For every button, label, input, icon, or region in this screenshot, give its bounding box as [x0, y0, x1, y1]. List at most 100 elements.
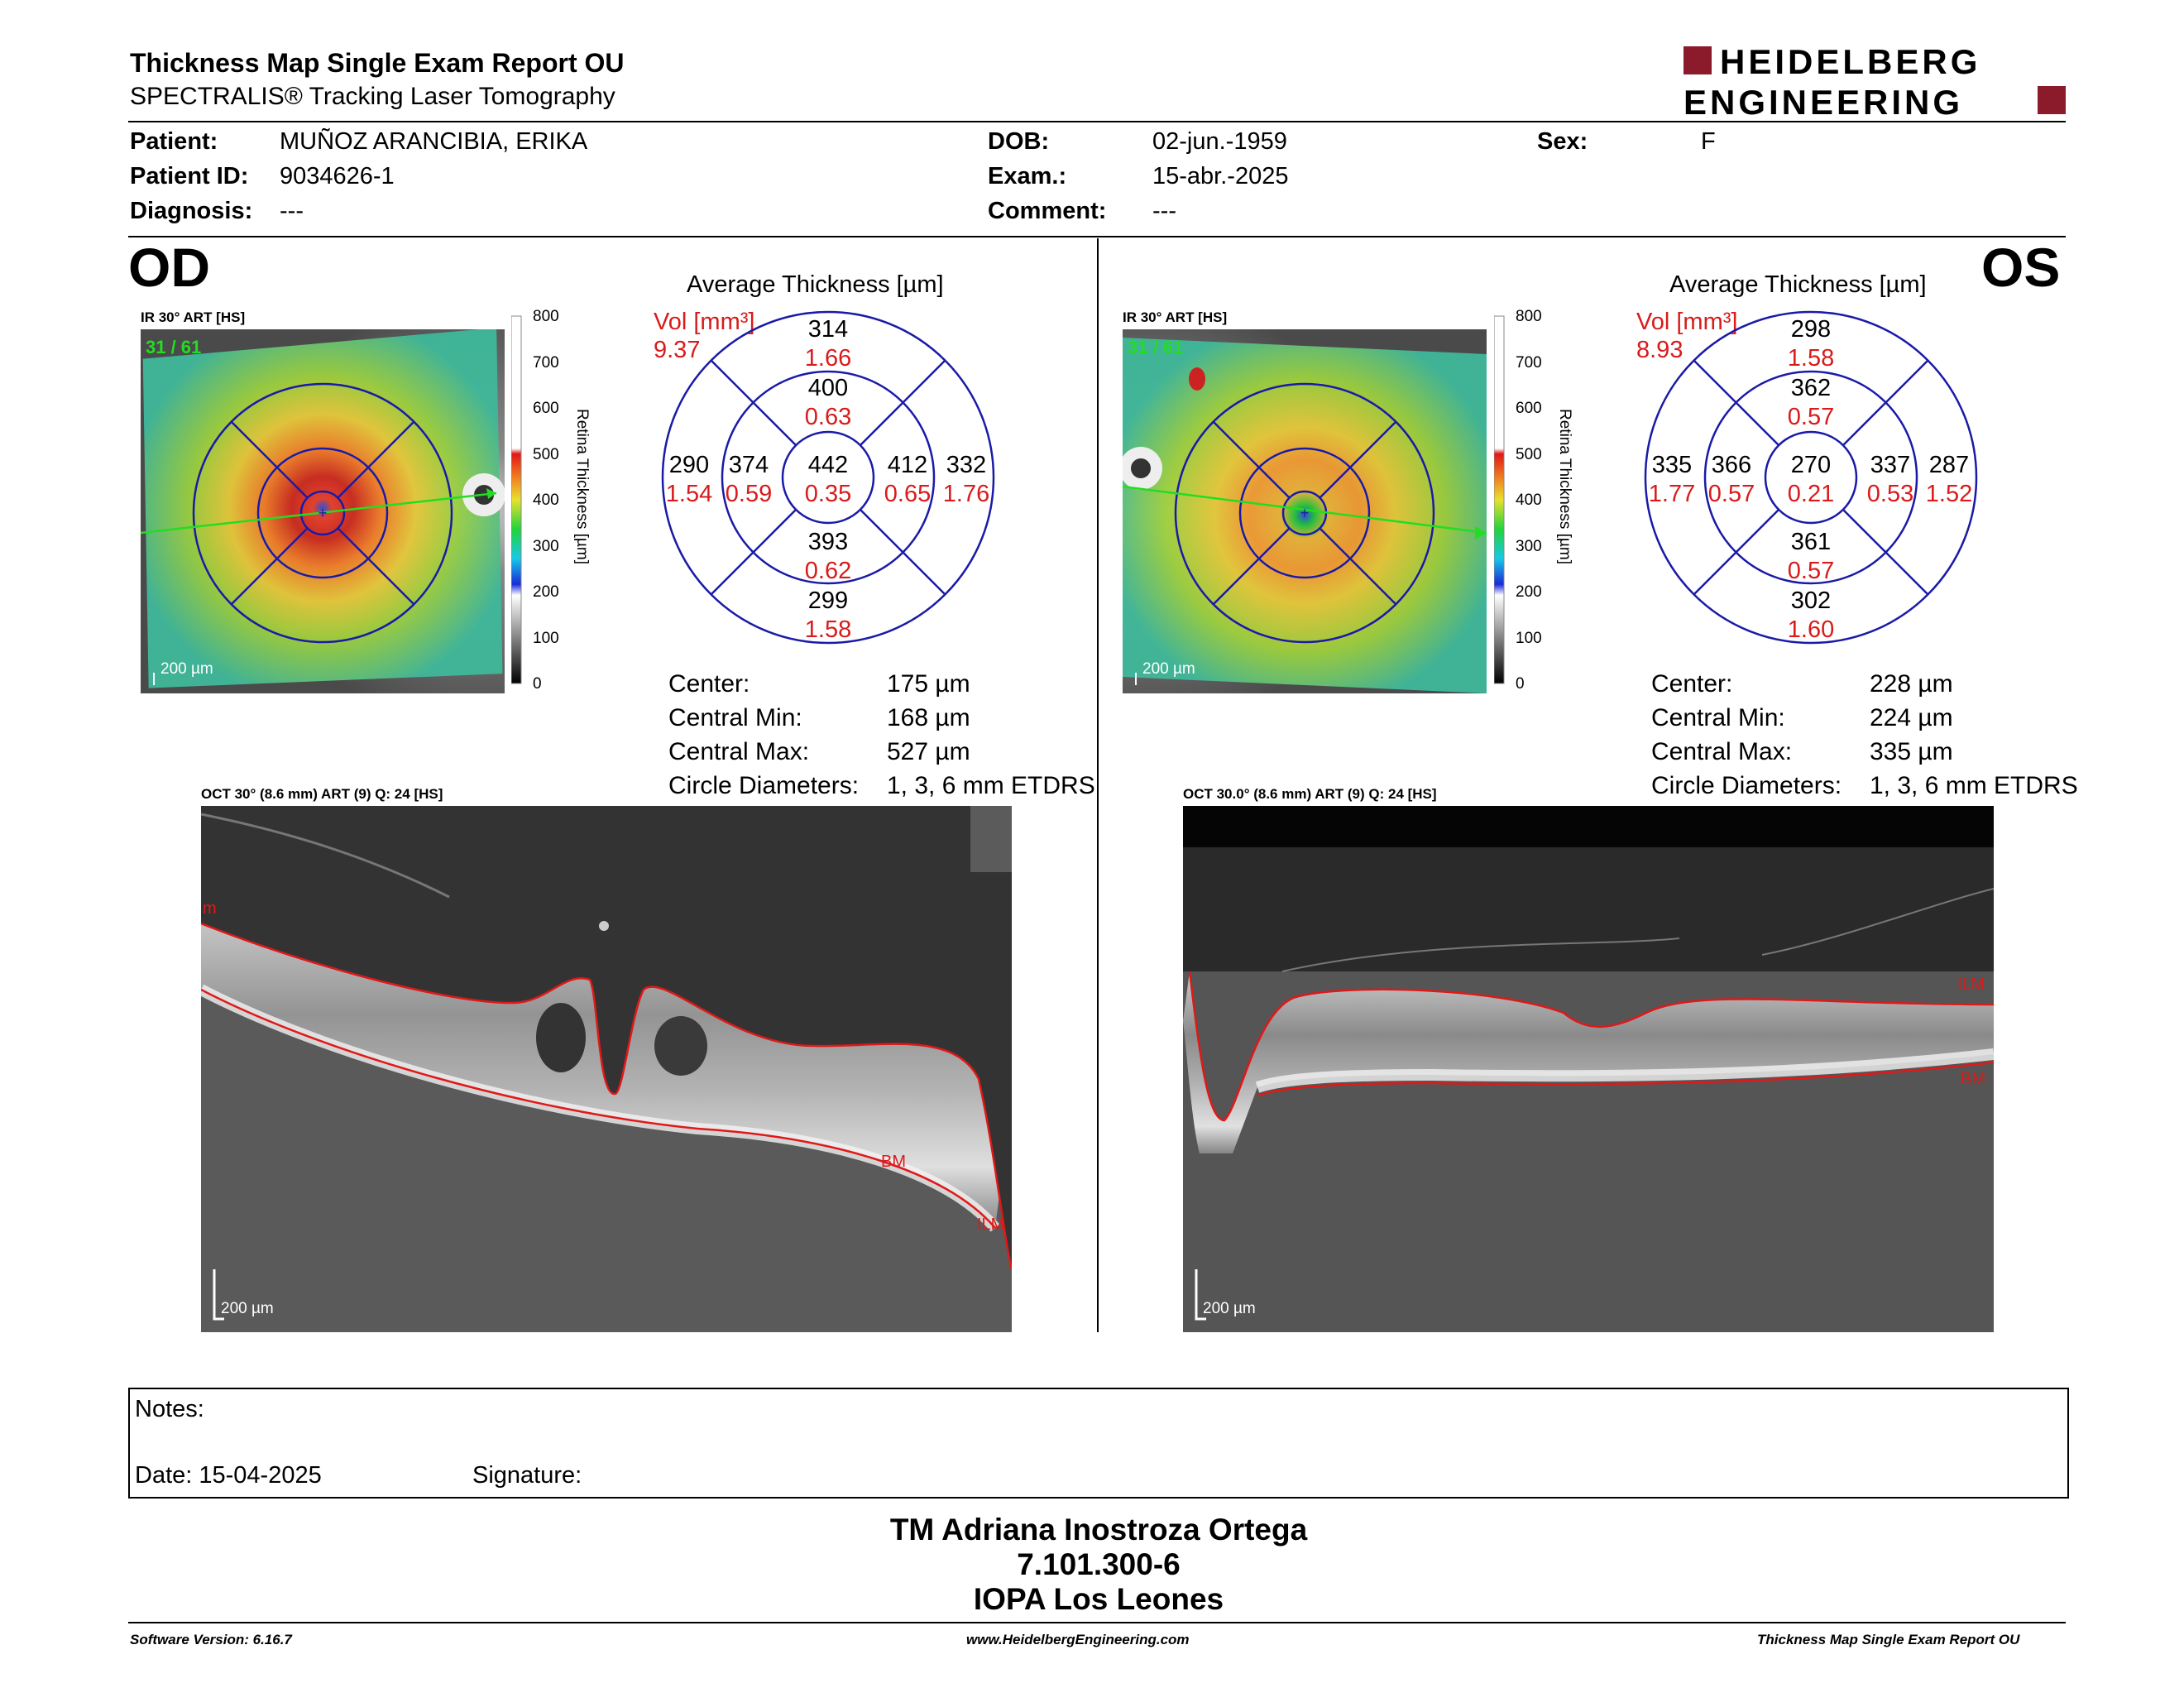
svg-text:Retina Thickness [µm]: Retina Thickness [µm]	[1556, 409, 1573, 564]
svg-text:BM: BM	[1961, 1070, 1985, 1088]
svg-text:700: 700	[1516, 354, 1542, 372]
stats-od: Center: 175 µm Central Min: 168 µm Central…	[668, 670, 1095, 799]
etdrs-grid-os: 298 1.58 362 0.57 270 0.21 366 0.57 337 …	[1644, 310, 1978, 645]
patient-id: 9034626-1	[280, 163, 395, 189]
dob: 02-jun.-1959	[1152, 128, 1287, 155]
sex-label: Sex:	[1537, 128, 1588, 155]
svg-text:BM: BM	[881, 1153, 906, 1171]
eye-label-od: OD	[128, 237, 210, 298]
svg-text:0.35: 0.35	[805, 481, 851, 507]
svg-text:287: 287	[1929, 452, 1969, 478]
volume-label-od: Vol [mm³]	[654, 309, 755, 335]
oct-bscan-os: ILM BM 200 µm	[1183, 806, 1994, 1332]
svg-text:100: 100	[533, 630, 559, 647]
svg-text:0.57: 0.57	[1788, 558, 1834, 584]
diagnosis-label: Diagnosis:	[130, 198, 253, 224]
svg-text:200: 200	[533, 583, 559, 601]
exam-label: Exam.:	[988, 163, 1067, 189]
avg-thickness-title-od: Average Thickness [µm]	[687, 271, 944, 298]
notes-box[interactable]: Notes: Date: 15-04-2025 Signature:	[128, 1388, 2069, 1499]
date-label: Date: 15-04-2025	[135, 1462, 322, 1489]
svg-text:0.21: 0.21	[1788, 481, 1834, 507]
svg-text:337: 337	[1870, 452, 1910, 478]
svg-text:0.57: 0.57	[1788, 404, 1834, 430]
svg-text:0.59: 0.59	[726, 481, 772, 507]
svg-text:1.54: 1.54	[666, 481, 712, 507]
signatory-place: IOPA Los Leones	[973, 1582, 1224, 1616]
comment-label: Comment:	[988, 198, 1107, 224]
svg-text:300: 300	[533, 538, 559, 555]
svg-text:302: 302	[1791, 587, 1831, 614]
header-divider	[128, 121, 2066, 122]
footer-divider	[128, 1622, 2066, 1623]
dob-label: DOB:	[988, 128, 1050, 155]
svg-text:100: 100	[1516, 630, 1542, 647]
info-divider	[128, 236, 2066, 237]
svg-text:1.58: 1.58	[805, 616, 851, 643]
website-link[interactable]: www.HeidelbergEngineering.com	[966, 1632, 1190, 1647]
svg-text:335: 335	[1652, 452, 1692, 478]
svg-text:200 µm: 200 µm	[1203, 1300, 1256, 1317]
svg-text:0.62: 0.62	[805, 558, 851, 584]
avg-thickness-title-os: Average Thickness [µm]	[1669, 271, 1927, 298]
comment: ---	[1152, 198, 1176, 224]
svg-text:412: 412	[888, 452, 927, 478]
ir-caption-os: IR 30° ART [HS]	[1123, 309, 1228, 325]
signature-label: Signature:	[472, 1462, 582, 1489]
svg-text:200: 200	[1516, 583, 1542, 601]
volume-value-od: 9.37	[654, 337, 701, 363]
svg-text:+: +	[318, 505, 328, 521]
svg-text:361: 361	[1791, 529, 1831, 555]
oct-bscan-od: m BM ILM 200 µm	[201, 806, 1012, 1332]
svg-text:0.65: 0.65	[884, 481, 931, 507]
oct-caption-os: OCT 30.0° (8.6 mm) ART (9) Q: 24 [HS]	[1183, 786, 1437, 802]
sex: F	[1701, 128, 1716, 155]
colorbar-od: 800 700 600 500 400 300 200 100 0 Retina…	[511, 308, 591, 693]
heidelberg-logo: HEIDELBERG ENGINEERING	[1684, 42, 2066, 121]
scale-label-od: 200 µm	[160, 660, 213, 678]
ir-caption-od: IR 30° ART [HS]	[141, 309, 246, 325]
signatory-name: TM Adriana Inostroza Ortega	[889, 1513, 1308, 1547]
svg-text:400: 400	[1516, 492, 1542, 509]
svg-text:600: 600	[533, 400, 559, 417]
svg-text:0.53: 0.53	[1867, 481, 1913, 507]
eye-label-os: OS	[1981, 237, 2061, 298]
svg-text:298: 298	[1791, 316, 1831, 343]
svg-text:1.58: 1.58	[1788, 345, 1834, 372]
diagnosis: ---	[280, 198, 304, 224]
stats-os: Center: 228 µm Central Min: 224 µm Central…	[1651, 670, 2078, 799]
svg-text:ILM: ILM	[1957, 976, 1985, 994]
svg-text:HEIDELBERG: HEIDELBERG	[1720, 42, 1980, 81]
svg-text:400: 400	[808, 375, 848, 401]
svg-text:800: 800	[533, 308, 559, 325]
frame-counter-os: 31 / 61	[1128, 337, 1183, 357]
footer-report-title: Thickness Map Single Exam Report OU	[1757, 1632, 2020, 1647]
svg-text:m: m	[203, 899, 217, 918]
svg-text:442: 442	[808, 452, 848, 478]
svg-text:0.63: 0.63	[805, 404, 851, 430]
report-title: Thickness Map Single Exam Report OU	[130, 48, 625, 78]
patient-name: MUÑOZ ARANCIBIA, ERIKA	[280, 128, 588, 155]
svg-text:393: 393	[808, 529, 848, 555]
patient-id-label: Patient ID:	[130, 163, 249, 189]
svg-text:600: 600	[1516, 400, 1542, 417]
software-version: Software Version: 6.16.7	[130, 1632, 292, 1647]
svg-text:270: 270	[1791, 452, 1831, 478]
svg-text:0: 0	[533, 675, 542, 693]
oct-caption-od: OCT 30° (8.6 mm) ART (9) Q: 24 [HS]	[201, 786, 443, 802]
volume-label-os: Vol [mm³]	[1636, 309, 1738, 335]
svg-text:1.60: 1.60	[1788, 616, 1834, 643]
svg-text:500: 500	[533, 446, 559, 463]
svg-text:366: 366	[1712, 452, 1751, 478]
svg-text:+: +	[1300, 505, 1310, 521]
report-subtitle: SPECTRALIS® Tracking Laser Tomography	[130, 83, 615, 110]
center-divider	[1097, 238, 1099, 1332]
scale-label-os: 200 µm	[1142, 660, 1195, 678]
thickness-map-os: + 31 / 61 200 µm	[1123, 329, 1487, 693]
patient-label: Patient:	[130, 128, 218, 155]
svg-text:ENGINEERING: ENGINEERING	[1684, 83, 1963, 121]
svg-text:700: 700	[533, 354, 559, 372]
signatory-id: 7.101.300-6	[1017, 1547, 1181, 1581]
svg-text:314: 314	[808, 316, 848, 343]
svg-text:0.57: 0.57	[1708, 481, 1755, 507]
